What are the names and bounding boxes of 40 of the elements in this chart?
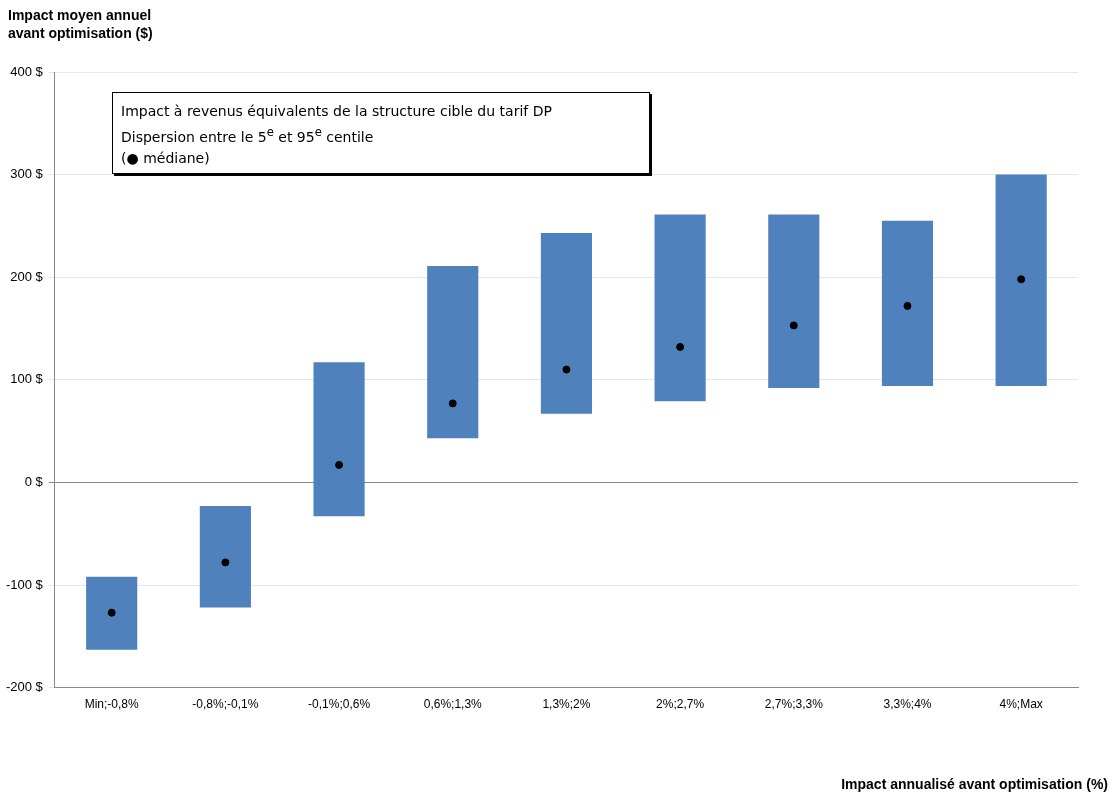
y-tick-label: 200 $ — [10, 268, 44, 284]
point — [335, 460, 344, 469]
x-axis-title: Impact annualisé avant optimisation (%) — [841, 776, 1108, 792]
y-tick-label: 300 $ — [10, 166, 44, 182]
point — [676, 342, 685, 351]
y-tick-label: 400 $ — [10, 63, 44, 79]
bar — [540, 233, 593, 414]
bar — [654, 214, 706, 402]
x-tick-label: 2,7%;3,3% — [764, 697, 824, 712]
x-tick-label: Min;-0,8% — [84, 697, 140, 712]
annotation: Impact à revenus équivalents de la structure cible du tarif DP — [121, 102, 553, 121]
bar — [199, 506, 251, 608]
annotation: (● médiane) — [121, 148, 211, 168]
bar — [995, 174, 1047, 386]
point — [1017, 275, 1026, 284]
annotation: Dispersion entre le 5$^{e}$ et 95$^{e}$ centile — [121, 124, 375, 147]
x-tick-label: 3,3%;4% — [883, 697, 932, 712]
y-tick-label: 100 $ — [10, 371, 44, 387]
y-tick-label: -200 $ — [5, 679, 44, 695]
y-axis-title: Impact moyen annuel avant optimisation ($) — [8, 6, 154, 42]
point — [562, 365, 571, 374]
x-tick-label: -0,8%;-0,1% — [192, 697, 259, 712]
x-tick-label: 1,3%;2% — [542, 697, 591, 712]
point — [221, 558, 230, 567]
point — [903, 301, 912, 310]
bar — [313, 362, 365, 517]
x-tick-label: -0,1%;0,6% — [308, 697, 371, 712]
x-tick-label: 0,6%;1,3% — [423, 697, 483, 712]
point — [107, 608, 116, 617]
bar — [427, 265, 479, 439]
x-tick-label: 2%;2,7% — [656, 697, 705, 712]
point — [448, 399, 457, 408]
bar — [86, 576, 138, 650]
x-tick-label: 4%;Max — [999, 697, 1043, 712]
text-box: Impact à revenus équivalents de la structure cible du tarif DP Dispersion entre le 5$^{e}$ et 95$^{e}$ centile (● médiane) — [112, 92, 650, 174]
y-tick-label: -100 $ — [5, 576, 44, 592]
point — [789, 321, 798, 330]
bar — [881, 220, 934, 386]
bar — [768, 214, 820, 389]
y-tick-label: 0 $ — [24, 473, 44, 489]
